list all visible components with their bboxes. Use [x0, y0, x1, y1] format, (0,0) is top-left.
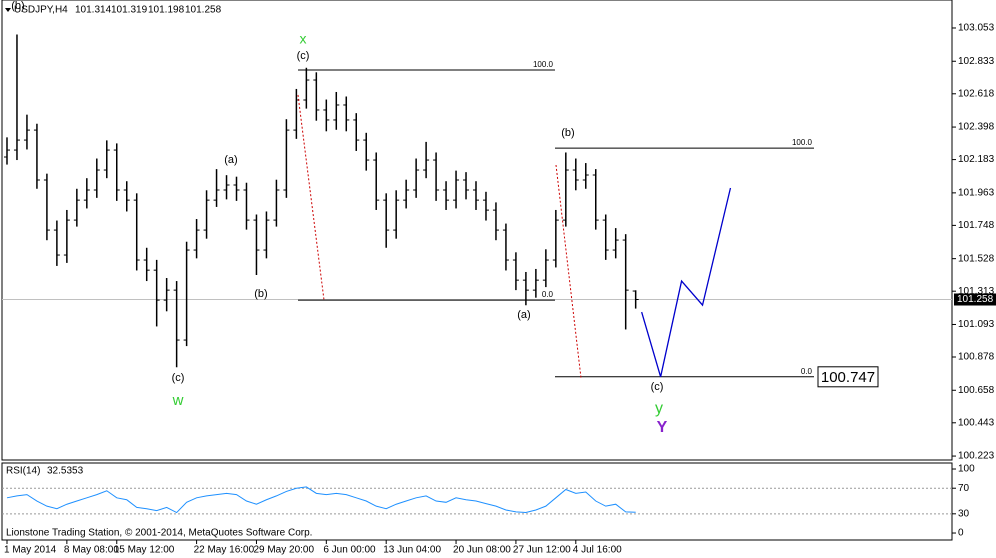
fibo-label: 100.0: [533, 60, 554, 69]
rsi-value: 32.5353: [47, 466, 84, 477]
y-tick-label: 102.618: [958, 88, 995, 99]
y-tick-label: 102.398: [958, 122, 995, 133]
x-tick-label: 1 May 2014: [4, 545, 57, 556]
wave-label: (a): [224, 154, 237, 166]
wave-label: (b): [254, 288, 267, 300]
wave-label: (a): [517, 309, 530, 321]
wave-label: (b): [561, 127, 574, 139]
y-tick-label: 0: [958, 528, 964, 539]
x-tick-label: 15 May 12:00: [114, 545, 175, 556]
wave-label: (c): [297, 50, 310, 62]
x-tick-label: 13 Jun 04:00: [383, 545, 441, 556]
wave-label: (c): [172, 372, 185, 384]
x-tick-label: 20 Jun 08:00: [453, 545, 511, 556]
high-value: 101.319: [111, 5, 148, 16]
y-tick-label: 30: [958, 508, 970, 519]
low-value: 101.198: [148, 5, 185, 16]
wave-label: Y: [657, 419, 668, 436]
footer: Lionstone Trading Station, © 2001-2014, …: [6, 528, 312, 539]
fibo-label: 0.0: [801, 367, 813, 376]
x-tick-label: 29 May 20:00: [253, 545, 314, 556]
rsi-line: [6, 486, 636, 514]
close-value: 101.258: [185, 5, 222, 16]
x-tick-label: 6 Jun 00:00: [323, 545, 376, 556]
y-tick-label: 101.748: [958, 220, 995, 231]
y-tick-label: 100.878: [958, 352, 995, 363]
wave-label: w: [172, 392, 184, 409]
y-tick-label: 102.833: [958, 56, 995, 67]
y-tick-label: 102.183: [958, 154, 995, 165]
wave-label: y: [655, 400, 663, 417]
y-tick-label: 103.053: [958, 23, 995, 34]
rsi-title: RSI(14): [6, 466, 40, 477]
target-box: [817, 366, 879, 388]
main-frame: [1, 0, 953, 461]
open-value: 101.314: [75, 5, 112, 16]
x-tick-label: 4 Jul 16:00: [573, 545, 622, 556]
menu-arrow: [5, 8, 11, 12]
y-tick-label: 101.093: [958, 319, 995, 330]
y-tick-label: 100.658: [958, 385, 995, 396]
x-tick-label: 22 May 16:00: [194, 545, 255, 556]
symbol-title: USDJPY,H4: [14, 5, 68, 16]
wave-label: (c): [651, 381, 664, 393]
x-tick-label: 27 Jun 12:00: [513, 545, 571, 556]
y-tick-label: 101.963: [958, 188, 995, 199]
y-tick-label: 101.313: [958, 286, 995, 297]
wave-label: (b): [11, 0, 24, 12]
wave-label: x: [300, 31, 307, 47]
price-tag: [954, 293, 996, 306]
y-tick-label: 100.223: [958, 451, 995, 462]
price-tag-label: 101.258: [957, 294, 994, 305]
target-label: 100.747: [821, 369, 875, 386]
y-tick-label: 100.443: [958, 417, 995, 428]
y-tick-label: 101.528: [958, 253, 995, 264]
fibo-label: 0.0: [542, 290, 554, 299]
projection-line: [641, 187, 732, 377]
y-tick-label: 100: [958, 464, 975, 475]
trend-line: [297, 94, 325, 301]
fibo-label: 100.0: [792, 138, 813, 147]
y-tick-label: 70: [958, 483, 970, 494]
x-tick-label: 8 May 08:00: [64, 545, 119, 556]
